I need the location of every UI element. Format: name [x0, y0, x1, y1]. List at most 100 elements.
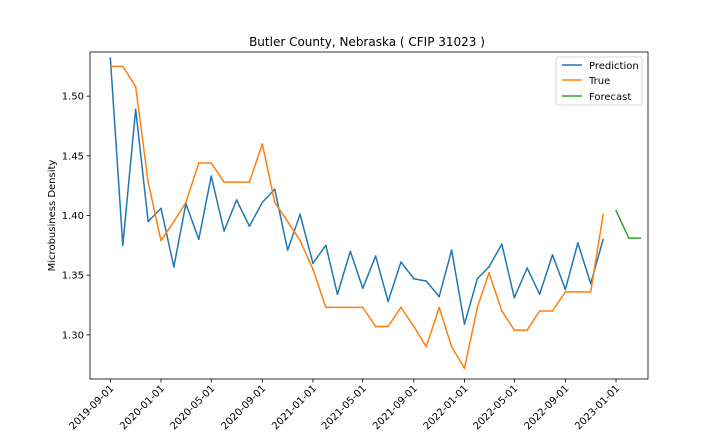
data-point-prediction — [349, 250, 352, 253]
data-point-true — [336, 306, 339, 309]
data-point-prediction — [299, 213, 301, 216]
data-point-prediction — [147, 220, 149, 223]
data-point-prediction — [538, 293, 541, 296]
y-tick-label: 1.35 — [62, 271, 84, 282]
data-point-prediction — [526, 267, 528, 269]
data-point-true — [476, 306, 479, 309]
data-point-prediction — [564, 288, 567, 291]
data-point-true — [526, 329, 528, 331]
data-point-true — [374, 325, 377, 328]
data-point-true — [400, 306, 402, 309]
x-tick-label: 2019-09-01 — [68, 383, 117, 432]
data-point-prediction — [223, 230, 225, 232]
legend-label-true: True — [588, 76, 610, 87]
data-point-prediction — [361, 287, 364, 290]
data-point-true — [185, 201, 187, 204]
data-point-prediction — [197, 238, 200, 241]
legend-frame — [555, 56, 643, 106]
data-point-forecast — [639, 237, 642, 239]
data-point-prediction — [235, 199, 238, 201]
data-point-prediction — [488, 266, 490, 268]
data-point-prediction — [374, 255, 377, 257]
data-point-true — [361, 306, 364, 309]
data-point-prediction — [210, 175, 213, 177]
data-point-true — [349, 306, 352, 309]
data-point-true — [248, 181, 251, 183]
x-tick-label: 2023-01-01 — [573, 383, 622, 432]
data-point-true — [387, 325, 389, 328]
data-point-prediction — [122, 244, 124, 247]
x-tick-label: 2020-01-01 — [118, 383, 167, 432]
data-point-prediction — [463, 323, 466, 325]
x-tick-label: 2020-09-01 — [220, 383, 269, 432]
legend: Prediction True Forecast — [555, 56, 643, 106]
data-point-true — [223, 181, 225, 183]
data-point-prediction — [513, 297, 516, 299]
data-point-true — [488, 271, 490, 274]
data-point-prediction — [425, 280, 428, 282]
data-point-true — [147, 181, 149, 183]
x-tick-label: 2022-05-01 — [472, 383, 521, 432]
data-point-prediction — [336, 293, 339, 296]
data-point-true — [577, 291, 579, 293]
data-point-prediction — [589, 282, 592, 285]
data-point-true — [122, 65, 124, 68]
data-point-true — [134, 85, 137, 88]
data-point-prediction — [577, 242, 579, 244]
data-point-true — [173, 220, 175, 223]
data-point-prediction — [438, 295, 440, 298]
data-point-forecast — [628, 237, 630, 239]
legend-label-prediction: Prediction — [589, 61, 639, 72]
data-point-true — [538, 310, 541, 312]
data-point-true — [438, 306, 440, 309]
x-tick-label: 2021-05-01 — [320, 383, 369, 432]
data-point-true — [325, 306, 327, 309]
data-point-prediction — [551, 254, 554, 256]
legend-label-forecast: Forecast — [589, 92, 631, 103]
data-point-prediction — [261, 201, 264, 204]
data-point-true — [413, 325, 415, 328]
data-point-prediction — [273, 188, 276, 191]
data-point-true — [299, 239, 301, 242]
data-point-true — [551, 310, 554, 312]
data-point-prediction — [248, 225, 251, 228]
data-point-true — [450, 345, 453, 348]
data-point-prediction — [286, 249, 289, 251]
data-point-forecast — [615, 209, 617, 212]
data-point-prediction — [400, 261, 402, 263]
data-point-prediction — [173, 266, 175, 268]
chart-title: Butler County, Nebraska ( CFIP 31023 ) — [249, 35, 485, 49]
data-point-prediction — [312, 262, 314, 265]
data-point-true — [425, 345, 428, 348]
x-tick-label: 2022-09-01 — [523, 383, 572, 432]
y-tick-label: 1.40 — [62, 211, 84, 222]
data-point-prediction — [325, 244, 327, 247]
data-point-true — [160, 239, 162, 242]
x-tick-label: 2021-01-01 — [270, 383, 319, 432]
y-axis: 1.30 1.35 1.40 1.45 1.50 — [62, 92, 90, 341]
data-point-true — [109, 65, 112, 68]
data-point-true — [589, 291, 592, 293]
data-point-true — [261, 143, 264, 145]
data-point-prediction — [413, 277, 415, 280]
data-point-true — [197, 162, 200, 164]
data-point-true — [602, 213, 604, 216]
series-line-true — [110, 65, 604, 370]
x-tick-label: 2020-05-01 — [168, 383, 217, 432]
data-point-prediction — [134, 108, 137, 111]
x-tick-label: 2022-01-01 — [422, 383, 471, 432]
x-tick-label: 2021-09-01 — [371, 383, 420, 432]
data-point-true — [273, 201, 276, 204]
data-point-prediction — [476, 277, 479, 280]
data-point-true — [513, 329, 516, 331]
data-point-true — [312, 268, 314, 271]
data-point-true — [501, 310, 503, 312]
y-tick-label: 1.30 — [62, 330, 84, 341]
y-axis-label: Microbusiness Density — [47, 160, 58, 272]
data-point-prediction — [160, 207, 162, 210]
data-point-prediction — [450, 249, 453, 251]
data-point-prediction — [501, 243, 503, 245]
data-point-true — [210, 162, 213, 164]
data-point-prediction — [387, 300, 389, 303]
